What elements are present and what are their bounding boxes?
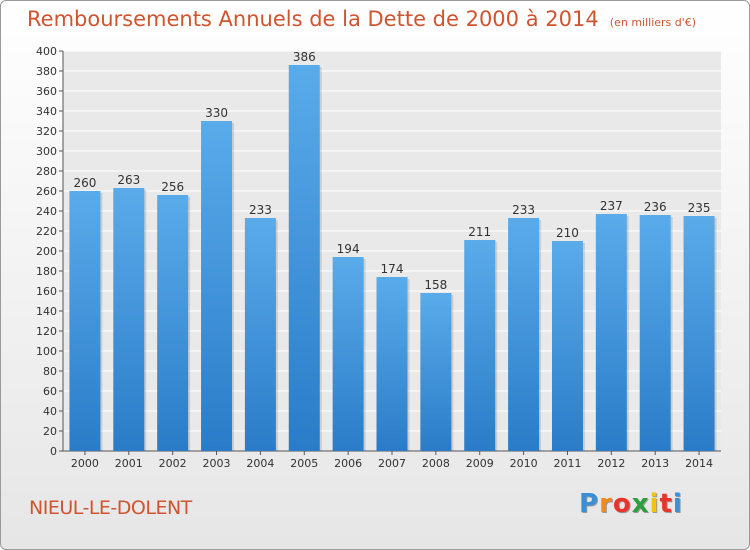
x-tick-label: 2004: [246, 457, 274, 470]
data-label: 158: [424, 278, 447, 292]
bar: [244, 218, 276, 451]
y-tick-label: 20: [43, 425, 57, 438]
x-tick-label: 2007: [378, 457, 406, 470]
bar: [201, 121, 233, 451]
bar: [464, 240, 496, 451]
y-tick-label: 260: [36, 185, 57, 198]
bar: [376, 277, 408, 451]
data-label: 256: [161, 180, 184, 194]
logo-letter: P: [579, 489, 600, 519]
bar: [157, 195, 189, 451]
y-tick-label: 180: [36, 265, 57, 278]
data-label: 236: [644, 200, 667, 214]
bar: [69, 191, 101, 451]
data-label: 237: [600, 199, 623, 213]
y-tick-label: 80: [43, 365, 57, 378]
x-tick-label: 2002: [159, 457, 187, 470]
logo-letter: x: [631, 489, 650, 519]
data-label: 235: [688, 201, 711, 215]
bar: [288, 65, 320, 451]
y-tick-label: 240: [36, 205, 57, 218]
logo-letter: i: [672, 489, 683, 519]
x-tick-label: 2013: [641, 457, 669, 470]
x-tick-label: 2001: [115, 457, 143, 470]
data-label: 386: [293, 50, 316, 64]
logo-letter: t: [659, 489, 673, 519]
x-tick-label: 2014: [685, 457, 713, 470]
y-tick-label: 340: [36, 105, 57, 118]
title-row: Remboursements Annuels de la Dette de 20…: [27, 7, 696, 31]
proxiti-logo: Proxiti: [579, 489, 683, 519]
bar: [551, 241, 583, 451]
data-label: 211: [468, 225, 491, 239]
x-tick-label: 2008: [422, 457, 450, 470]
data-label: 330: [205, 106, 228, 120]
data-label: 263: [117, 173, 140, 187]
y-tick-label: 160: [36, 285, 57, 298]
chart-title: Remboursements Annuels de la Dette de 20…: [27, 7, 599, 31]
logo-letter: r: [599, 489, 613, 519]
city-name: NIEUL-LE-DOLENT: [29, 497, 192, 519]
data-label: 194: [337, 242, 360, 256]
logo-letter: o: [612, 489, 632, 519]
y-tick-label: 60: [43, 385, 57, 398]
data-label: 174: [381, 262, 404, 276]
x-tick-label: 2000: [71, 457, 99, 470]
y-tick-label: 320: [36, 125, 57, 138]
y-tick-label: 100: [36, 345, 57, 358]
data-label: 233: [512, 203, 535, 217]
y-tick-label: 0: [50, 445, 57, 458]
x-tick-label: 2003: [203, 457, 231, 470]
bar: [332, 257, 364, 451]
x-tick-label: 2010: [510, 457, 538, 470]
y-tick-label: 120: [36, 325, 57, 338]
bar: [683, 216, 715, 451]
y-tick-label: 400: [36, 45, 57, 58]
chart-subtitle: (en milliers d'€): [609, 16, 697, 29]
y-tick-label: 360: [36, 85, 57, 98]
bar: [113, 188, 145, 451]
y-tick-label: 220: [36, 225, 57, 238]
bar: [639, 215, 671, 451]
bar: [420, 293, 452, 451]
x-tick-label: 2011: [553, 457, 581, 470]
y-tick-label: 380: [36, 65, 57, 78]
logo-letter: i: [649, 489, 660, 519]
y-tick-label: 200: [36, 245, 57, 258]
bar: [595, 214, 627, 451]
y-tick-label: 280: [36, 165, 57, 178]
y-tick-label: 40: [43, 405, 57, 418]
data-label: 260: [73, 176, 96, 190]
x-tick-label: 2012: [597, 457, 625, 470]
x-tick-label: 2005: [290, 457, 318, 470]
y-tick-label: 140: [36, 305, 57, 318]
data-label: 233: [249, 203, 272, 217]
x-tick-label: 2006: [334, 457, 362, 470]
y-tick-label: 300: [36, 145, 57, 158]
data-label: 210: [556, 226, 579, 240]
x-tick-label: 2009: [466, 457, 494, 470]
bar: [508, 218, 540, 451]
